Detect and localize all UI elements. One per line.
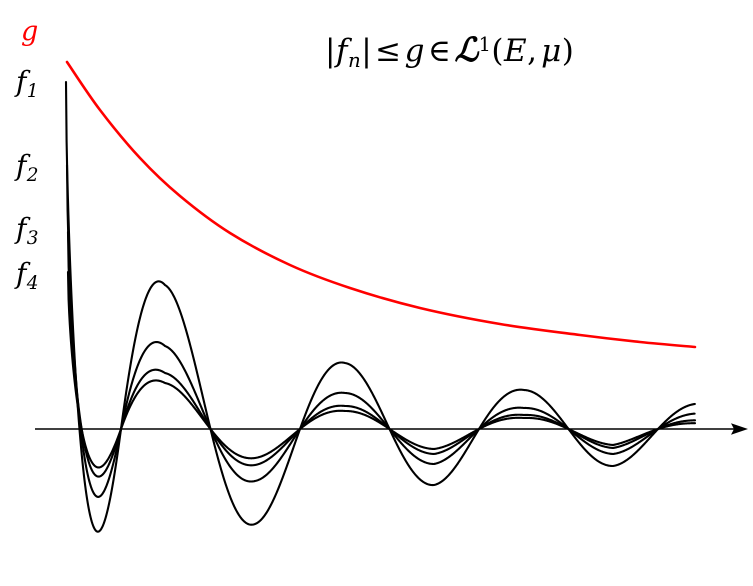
formula-abs-close: | <box>361 33 373 69</box>
label-f4: f4 <box>16 257 39 294</box>
label-f3: f3 <box>16 212 39 249</box>
label-f2-subscript: 2 <box>26 164 39 186</box>
formula-measure-mu: μ <box>541 33 562 69</box>
label-f1: f1 <box>16 65 39 102</box>
label-f1-subscript: 1 <box>26 80 39 102</box>
formula-paren-open: ( <box>491 33 504 69</box>
curve-f1 <box>64 80 696 533</box>
curve-f2 <box>65 163 696 498</box>
formula-comma: , <box>527 33 538 69</box>
label-f3-subscript: 3 <box>26 227 39 249</box>
formula-set-E: E <box>503 33 528 69</box>
label-f4-subscript: 4 <box>26 272 39 294</box>
label-f2: f2 <box>16 149 39 186</box>
formula-script-l: ℒ <box>454 30 479 69</box>
label-g: g <box>21 16 39 47</box>
curve-f4 <box>66 270 697 469</box>
formula-g: g <box>404 33 426 69</box>
formula-dominated-convergence: |fn|≤g∈ℒ1(E, μ) <box>325 30 575 72</box>
curve-f3 <box>66 230 697 478</box>
formula-paren-close: ) <box>561 33 575 69</box>
formula-exponent-one: 1 <box>478 33 492 57</box>
formula-leq-operator: ≤ <box>375 33 402 69</box>
formula-n-subscript: n <box>347 48 362 72</box>
formula-element-of-operator: ∈ <box>428 33 452 69</box>
formula-f: f <box>335 33 348 69</box>
curve-g-dominating-envelope <box>65 60 697 349</box>
x-axis-arrowhead <box>731 423 748 435</box>
formula-abs-open: | <box>325 33 336 69</box>
